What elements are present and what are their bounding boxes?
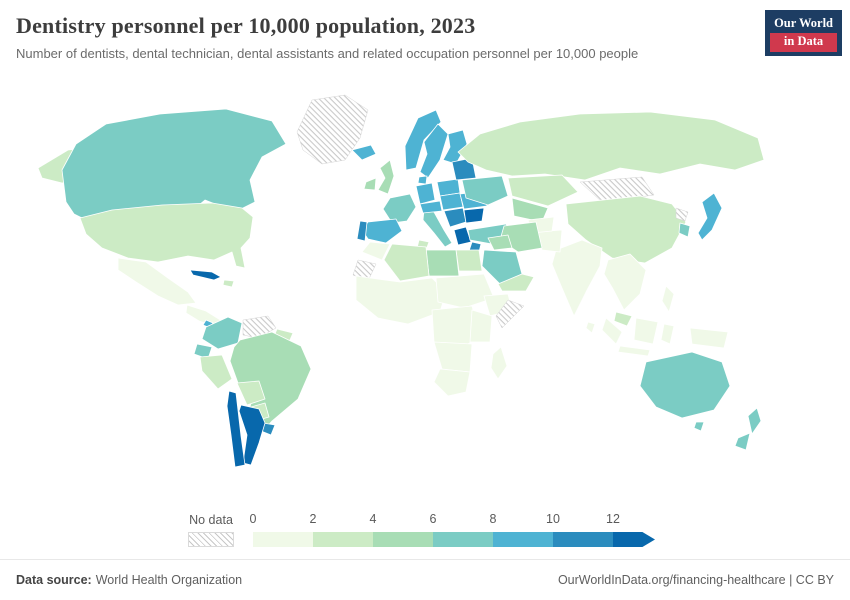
region-indochina[interactable] (603, 253, 647, 311)
world-map-svg (37, 94, 765, 468)
legend-no-data-label: No data (189, 513, 233, 527)
legend-segment-8-10[interactable] (493, 532, 553, 547)
country-australia[interactable] (639, 351, 731, 419)
region-hispaniola[interactable] (222, 279, 235, 288)
legend-tick-6: 6 (429, 512, 437, 526)
country-uk[interactable] (377, 159, 395, 195)
country-libya[interactable] (425, 249, 460, 277)
country-iceland[interactable] (351, 144, 377, 161)
country-philippines[interactable] (661, 285, 675, 313)
country-iraq[interactable] (487, 234, 513, 251)
region-sahel-sudan[interactable] (435, 273, 495, 309)
country-somalia[interactable] (495, 299, 525, 329)
legend-tick-10: 10 (546, 512, 560, 526)
country-south-korea[interactable] (678, 222, 691, 238)
legend-segment-12+[interactable] (613, 532, 655, 547)
data-source: Data source: World Health Organization (16, 573, 242, 587)
country-egypt[interactable] (455, 249, 483, 272)
country-usa[interactable] (79, 202, 254, 269)
country-india[interactable] (551, 239, 603, 317)
chart-footer: Data source: World Health Organization Ou… (0, 559, 850, 600)
country-chile[interactable] (226, 390, 246, 468)
island-sumatra[interactable] (601, 317, 623, 345)
country-north-korea[interactable] (675, 207, 689, 222)
legend-segment-2-4[interactable] (313, 532, 373, 547)
country-algeria[interactable] (383, 243, 430, 282)
owid-logo[interactable]: Our World in Data (765, 10, 842, 56)
country-new-guinea[interactable] (689, 327, 729, 349)
legend-no-data-swatch[interactable] (188, 532, 234, 547)
country-mongolia[interactable] (579, 176, 655, 203)
world-map (0, 88, 850, 492)
legend-tick-8: 8 (489, 512, 497, 526)
country-morocco[interactable] (361, 241, 391, 261)
country-greenland[interactable] (296, 94, 369, 165)
region-balkans[interactable] (443, 207, 467, 228)
chart-header: Dentistry personnel per 10,000 populatio… (16, 13, 755, 61)
region-yemen-oman[interactable] (497, 273, 535, 292)
country-greece[interactable] (453, 226, 472, 246)
countries-layer (37, 94, 765, 468)
logo-line-our-world: Our World (774, 16, 833, 30)
island-sulawesi[interactable] (660, 323, 675, 345)
attribution-link[interactable]: OurWorldInData.org/financing-healthcare … (557, 573, 834, 587)
country-cuba[interactable] (189, 269, 222, 281)
legend-bar-row (253, 532, 655, 547)
country-portugal[interactable] (356, 220, 368, 242)
legend-tick-0: 0 (249, 512, 257, 526)
island-tasmania[interactable] (693, 421, 705, 432)
legend-segment-4-6[interactable] (373, 532, 433, 547)
legend-color-bar: 0 2 4 6 8 10 12 (249, 512, 673, 548)
country-spain[interactable] (361, 218, 403, 244)
chart-title: Dentistry personnel per 10,000 populatio… (16, 13, 476, 38)
legend-tick-2: 2 (309, 512, 317, 526)
country-malaysia[interactable] (613, 311, 633, 327)
country-bolivia[interactable] (236, 380, 266, 406)
legend-tick-12: 12 (606, 512, 620, 526)
country-sweden[interactable] (419, 123, 449, 179)
legend-no-data[interactable]: No data (188, 512, 234, 547)
legend-ticks: 0 2 4 6 8 10 12 (249, 512, 673, 530)
data-source-value[interactable]: World Health Organization (95, 573, 243, 587)
country-germany[interactable] (415, 182, 436, 205)
country-ireland[interactable] (363, 177, 377, 191)
island-java[interactable] (617, 345, 651, 357)
country-ukraine[interactable] (461, 175, 509, 206)
island-borneo[interactable] (633, 317, 659, 345)
country-italy[interactable] (422, 209, 453, 248)
country-argentina[interactable] (238, 404, 266, 466)
country-nz-north[interactable] (747, 407, 762, 435)
country-mexico[interactable] (117, 257, 197, 306)
country-kazakhstan[interactable] (507, 174, 579, 207)
region-southern-africa[interactable] (433, 341, 473, 373)
country-russia[interactable] (457, 111, 765, 181)
legend-segment-6-8[interactable] (433, 532, 493, 547)
map-legend: No data 0 2 4 6 8 10 12 (188, 512, 718, 550)
country-madagascar[interactable] (490, 346, 508, 380)
country-south-africa[interactable] (433, 368, 471, 397)
legend-segment-10-12[interactable] (553, 532, 613, 547)
region-alpine[interactable] (419, 200, 443, 214)
legend-tick-4: 4 (369, 512, 377, 526)
country-peru[interactable] (199, 354, 233, 390)
country-denmark[interactable] (417, 175, 428, 185)
country-nz-south[interactable] (734, 432, 751, 451)
data-source-label: Data source: (16, 573, 92, 587)
region-east-africa[interactable] (469, 309, 493, 343)
country-france[interactable] (382, 193, 417, 224)
chart-subtitle: Number of dentists, dental technician, d… (16, 46, 639, 61)
logo-line-in-data: in Data (770, 32, 837, 52)
legend-segment-0-2[interactable] (253, 532, 313, 547)
country-bulgaria[interactable] (463, 207, 485, 224)
country-japan[interactable] (697, 192, 723, 241)
country-sri-lanka[interactable] (585, 321, 596, 334)
region-czech-hungary[interactable] (439, 192, 464, 211)
